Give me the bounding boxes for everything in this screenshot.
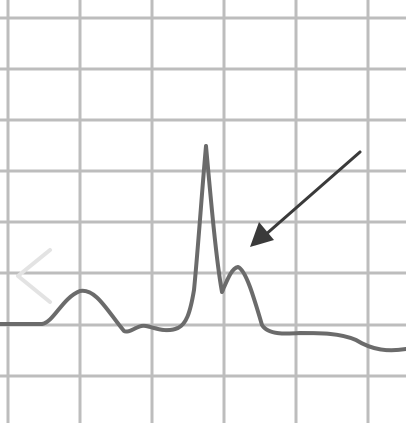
chevron-left-icon[interactable] xyxy=(16,248,52,304)
arrow-icon xyxy=(250,150,362,247)
ecg-trace xyxy=(0,144,406,353)
